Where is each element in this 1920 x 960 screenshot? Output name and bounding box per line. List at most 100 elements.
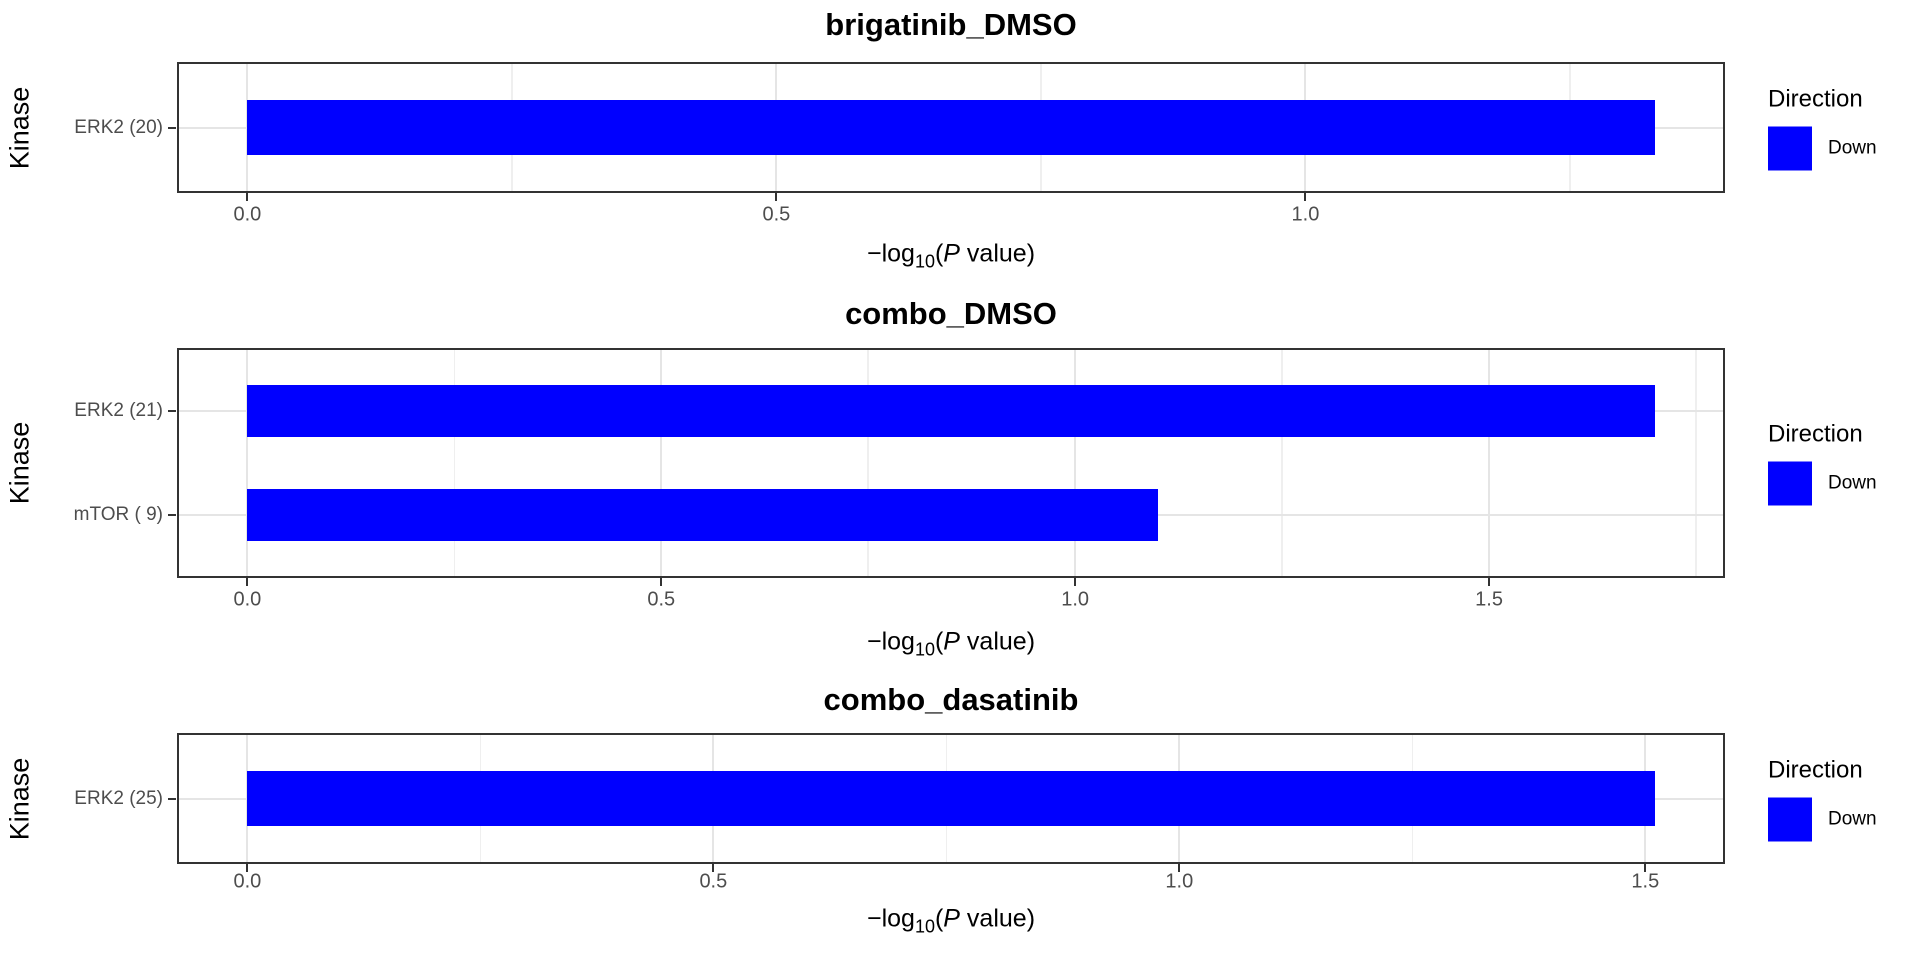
bar-erk2-20- (247, 100, 1655, 155)
x-axis-tick (1304, 193, 1307, 201)
x-axis-tick-label: 1.5 (1475, 588, 1503, 611)
legend-entry-label: Down (1828, 137, 1877, 158)
legend-title: Direction (1768, 85, 1863, 112)
bar-erk2-21- (247, 384, 1655, 437)
plot-title: brigatinib_DMSO (825, 7, 1077, 42)
gridline-minor-vertical (479, 735, 482, 862)
gridline-major-horizontal (179, 126, 1723, 129)
x-axis-tick (1178, 864, 1181, 872)
x-title-post: value) (959, 904, 1036, 933)
x-axis-tick (712, 864, 715, 872)
x-title-subscript: 10 (914, 916, 935, 937)
x-axis-tick-label: 1.0 (1061, 588, 1090, 611)
y-axis-title: Kinase (4, 86, 35, 169)
y-axis-tick (168, 514, 176, 517)
bar-mtor-9- (247, 489, 1158, 542)
x-axis-tick (775, 193, 778, 201)
legend-entry: Down (1768, 797, 1877, 841)
legend: Direction Down (1768, 756, 1877, 841)
gridline-minor-vertical (453, 350, 456, 576)
x-title-open-paren: ( (934, 904, 944, 933)
x-axis-tick (246, 864, 249, 872)
x-axis-tick-label: 0.0 (233, 203, 262, 226)
legend: Direction Down (1768, 85, 1877, 170)
x-axis-tick (246, 578, 249, 586)
gridline-major-vertical (1488, 350, 1491, 576)
x-axis-title: −log10(P value) (867, 628, 1035, 661)
x-title-p-italic: P (943, 627, 960, 656)
gridline-major-vertical (775, 64, 778, 191)
gridline-major-vertical (246, 350, 249, 576)
x-axis-tick-label: 0.5 (762, 203, 791, 226)
gridline-major-vertical (660, 350, 663, 576)
y-axis-title: Kinase (4, 757, 35, 840)
x-title-post: value) (959, 239, 1036, 268)
legend-entry-label: Down (1828, 472, 1877, 494)
x-title-open-paren: ( (934, 239, 944, 268)
gridline-major-vertical (712, 735, 715, 862)
y-axis-category-label: ERK2 (20) (74, 116, 163, 138)
x-title-subscript: 10 (914, 639, 935, 660)
y-axis-tick (168, 797, 176, 800)
gridline-minor-vertical (1569, 64, 1571, 191)
x-axis-tick (1488, 578, 1491, 586)
gridline-minor-vertical (1695, 350, 1697, 576)
y-axis-category-label: ERK2 (21) (74, 399, 163, 421)
x-axis-title: −log10(P value) (867, 905, 1035, 938)
plot-panel (177, 62, 1725, 193)
x-axis-tick (246, 193, 249, 201)
gridline-major-horizontal (179, 409, 1723, 412)
x-axis-title: −log10(P value) (867, 240, 1035, 273)
legend-key-swatch (1768, 126, 1812, 170)
y-axis-tick (168, 409, 176, 412)
y-axis-title: Kinase (4, 421, 35, 505)
legend-entry-label: Down (1828, 808, 1877, 829)
x-title-p-italic: P (943, 239, 960, 268)
legend-title: Direction (1768, 756, 1863, 783)
x-axis-tick-label: 1.5 (1631, 870, 1660, 893)
plot-panel (177, 348, 1725, 578)
gridline-major-vertical (1178, 735, 1181, 862)
gridline-minor-vertical (1040, 64, 1042, 191)
gridline-major-vertical (246, 735, 249, 862)
x-title-post: value) (959, 627, 1036, 656)
bar-erk2-25- (247, 771, 1655, 826)
plot-panel (177, 733, 1725, 864)
plot-title: combo_dasatinib (823, 682, 1079, 717)
gridline-major-vertical (1644, 735, 1647, 862)
x-axis-tick (1644, 864, 1647, 872)
legend-key-swatch (1768, 797, 1812, 841)
x-title-p-italic: P (943, 904, 960, 933)
gridline-major-vertical (246, 64, 249, 191)
x-axis-tick (660, 578, 663, 586)
gridline-major-vertical (1074, 350, 1077, 576)
y-axis-category-label: ERK2 (25) (74, 787, 163, 809)
legend-title: Direction (1768, 420, 1863, 448)
x-axis-tick-label: 0.5 (699, 870, 728, 893)
y-axis-tick (168, 126, 176, 129)
x-title-open-paren: ( (934, 627, 944, 656)
x-axis-tick-label: 0.5 (647, 588, 676, 611)
x-axis-tick (1074, 578, 1077, 586)
gridline-minor-vertical (1411, 735, 1414, 862)
x-title-pre: −log (866, 239, 915, 268)
legend-entry: Down (1768, 126, 1877, 170)
gridline-minor-vertical (1281, 350, 1283, 576)
x-axis-tick-label: 1.0 (1291, 203, 1320, 226)
gridline-minor-vertical (867, 350, 869, 576)
x-title-pre: −log (866, 627, 915, 656)
x-axis-tick-label: 0.0 (233, 588, 262, 611)
gridline-major-horizontal (179, 514, 1723, 517)
legend: Direction Down (1768, 421, 1877, 506)
gridline-major-vertical (1304, 64, 1307, 191)
x-axis-tick-label: 0.0 (233, 870, 262, 893)
gridline-major-horizontal (179, 797, 1723, 800)
legend-key-swatch (1768, 461, 1812, 506)
plot-title: combo_DMSO (845, 296, 1057, 331)
x-axis-tick-label: 1.0 (1165, 870, 1194, 893)
y-axis-category-label: mTOR ( 9) (73, 504, 163, 526)
x-title-pre: −log (866, 904, 915, 933)
